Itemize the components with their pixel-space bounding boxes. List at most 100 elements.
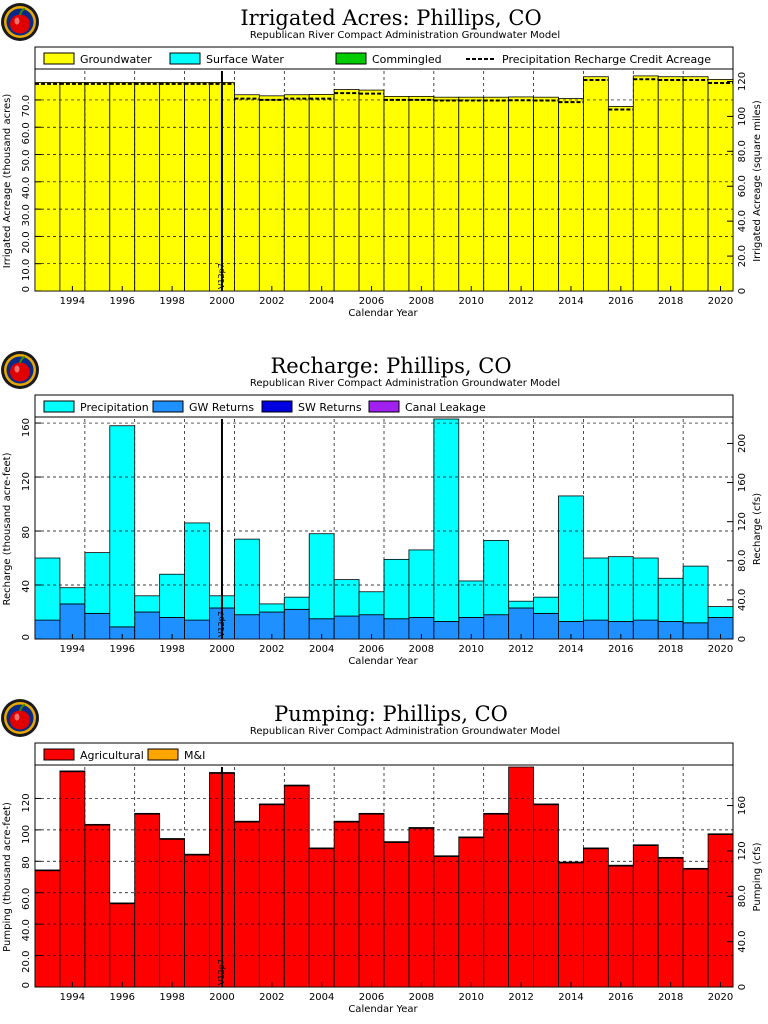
bar bbox=[408, 827, 435, 829]
x-tick-label: 2014 bbox=[558, 992, 583, 1003]
legend-entry: SW Returns bbox=[261, 400, 362, 414]
bar bbox=[483, 96, 510, 292]
legend-label: Groundwater bbox=[80, 53, 152, 66]
legend-label: Agricultural bbox=[80, 749, 144, 762]
x-tick-label: 2010 bbox=[459, 296, 484, 307]
bar bbox=[533, 804, 559, 988]
x-tick-label: 1994 bbox=[60, 992, 85, 1003]
logo-apple bbox=[10, 362, 30, 382]
logo-stem bbox=[19, 8, 26, 16]
left-tick-label: 100 bbox=[21, 825, 32, 844]
gridlines bbox=[35, 419, 733, 639]
bar bbox=[657, 76, 684, 292]
left-tick-label: 60.0 bbox=[21, 888, 32, 910]
left-tick-label: 40.0 bbox=[21, 919, 32, 941]
x-tick-label: 1996 bbox=[110, 296, 135, 307]
bar bbox=[258, 804, 285, 988]
bar bbox=[583, 76, 609, 292]
x-tick-label: 2018 bbox=[658, 296, 683, 307]
bar bbox=[358, 89, 385, 292]
bar bbox=[308, 94, 335, 292]
bar bbox=[134, 813, 161, 988]
bar bbox=[408, 95, 435, 292]
logo-highlight bbox=[14, 713, 20, 721]
right-tick-label: 0 bbox=[737, 984, 748, 990]
bar bbox=[607, 556, 634, 622]
chart-subtitle: Republican River Compact Administration … bbox=[250, 726, 560, 737]
legend-entry: Groundwater bbox=[43, 52, 152, 66]
bar bbox=[533, 612, 559, 640]
bar bbox=[283, 784, 310, 787]
bar bbox=[134, 812, 161, 815]
legend-label: Precipitation bbox=[80, 401, 149, 414]
left-axis: 0 10.0 20.0 30.0 40.0 50.0 60.0 70.0 Irrigated A… bbox=[2, 94, 41, 292]
x-tick-label: 1998 bbox=[159, 296, 184, 307]
gridlines bbox=[35, 767, 733, 987]
x-axis-label: Calendar Year bbox=[348, 308, 418, 319]
bar bbox=[707, 834, 734, 988]
bar bbox=[607, 865, 634, 988]
x-tick-label: 2000 bbox=[209, 992, 234, 1003]
bar bbox=[433, 621, 460, 640]
chart-irrigated: Irrigated Acres: Phillips, CORepublican … bbox=[1, 3, 763, 319]
x-tick-label: 2000 bbox=[209, 296, 234, 307]
x-tick-label: 2014 bbox=[558, 644, 583, 655]
legend-entry: Precipitation bbox=[43, 400, 149, 414]
left-axis-label: Recharge (thousand acre-feet) bbox=[2, 452, 13, 605]
bar bbox=[408, 549, 435, 618]
chart-title: Recharge: Phillips, CO bbox=[270, 354, 511, 378]
bar bbox=[383, 841, 410, 843]
bar bbox=[707, 833, 734, 835]
bar bbox=[358, 812, 385, 815]
bar bbox=[483, 540, 510, 616]
x-tick-label: 2006 bbox=[359, 296, 384, 307]
legend-label: Precipitation Recharge Credit Acreage bbox=[502, 53, 711, 66]
bar bbox=[34, 619, 61, 640]
right-tick-label: 120 bbox=[737, 841, 748, 860]
bar bbox=[458, 837, 485, 988]
x-tick-label: 2018 bbox=[658, 644, 683, 655]
bar bbox=[283, 785, 310, 988]
bar bbox=[109, 425, 136, 628]
x-tick-label: 1996 bbox=[110, 992, 135, 1003]
left-tick-label: 160 bbox=[21, 418, 32, 437]
bar bbox=[657, 857, 684, 988]
bar bbox=[134, 611, 161, 640]
x-tick-label: 2002 bbox=[259, 992, 284, 1003]
bar bbox=[458, 580, 485, 618]
bar bbox=[308, 533, 335, 620]
bars bbox=[34, 766, 734, 988]
x-tick-label: 2008 bbox=[409, 644, 434, 655]
right-tick-label: 120 bbox=[737, 72, 748, 91]
bar bbox=[583, 557, 609, 621]
left-axis: 0 20.0 40.0 60.0 80 100 120 Pumping (thousand a… bbox=[2, 793, 41, 988]
x-axis-label: Calendar Year bbox=[348, 1004, 418, 1015]
bar bbox=[109, 903, 136, 988]
bar bbox=[383, 842, 410, 988]
left-tick-label: 0 bbox=[21, 634, 32, 640]
bar bbox=[34, 869, 61, 872]
bar bbox=[483, 813, 510, 988]
left-tick-label: 30.0 bbox=[21, 204, 32, 226]
x-tick-label: 2010 bbox=[459, 992, 484, 1003]
bar bbox=[433, 856, 460, 988]
legend-swatch bbox=[169, 52, 201, 65]
bar bbox=[458, 836, 485, 839]
bars bbox=[34, 75, 734, 292]
legend-swatch bbox=[147, 748, 179, 761]
right-tick-label: 0 bbox=[737, 288, 748, 294]
x-axis: 1994 1996 1998 2000 2002 2004 2006 2008 2010 2012… bbox=[60, 286, 733, 319]
bar bbox=[234, 820, 260, 823]
bar bbox=[234, 614, 260, 640]
apple-logo-icon bbox=[1, 3, 39, 41]
bar bbox=[308, 848, 335, 988]
bar bbox=[558, 862, 584, 988]
bar bbox=[558, 495, 584, 622]
bar bbox=[159, 82, 185, 292]
model-version-label: V12p7 bbox=[217, 959, 226, 985]
bar bbox=[258, 95, 285, 292]
bar bbox=[607, 864, 634, 867]
legend-swatch bbox=[43, 748, 75, 761]
